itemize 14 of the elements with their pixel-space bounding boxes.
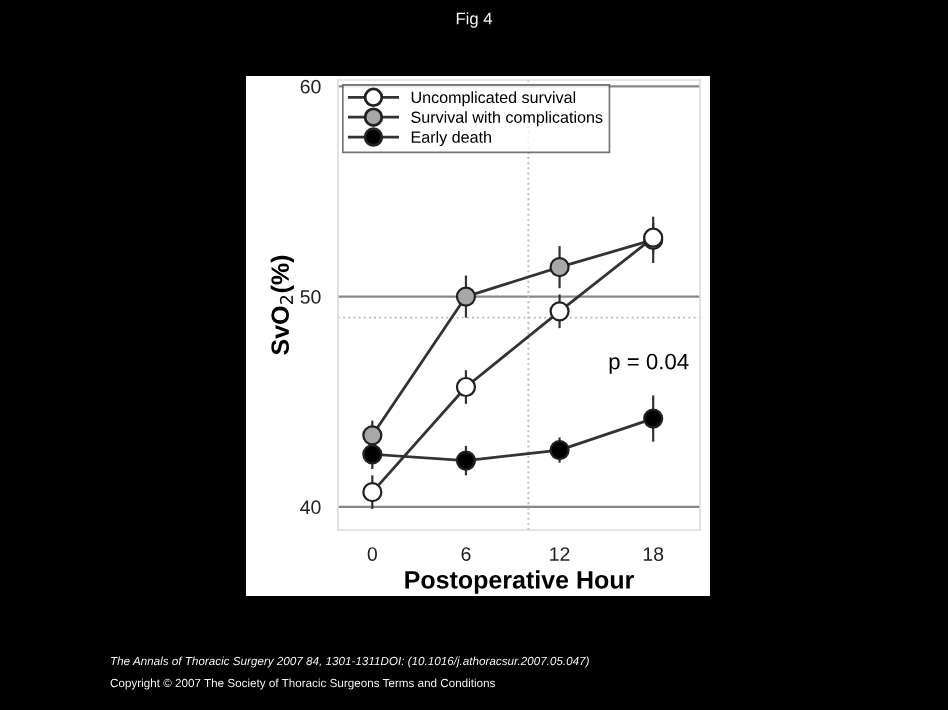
- x-tick-label: 12: [550, 547, 570, 561]
- x-axis-title: Postoperative Hour: [405, 570, 634, 594]
- x-tick-label: 0: [367, 547, 377, 561]
- legend-label: Early death: [411, 130, 491, 146]
- legend-label: Survival with complications: [411, 111, 603, 127]
- chart-title: Fig 4: [456, 12, 493, 28]
- annotation: p = 0.04: [609, 353, 689, 374]
- x-tick-label: 6: [461, 547, 471, 561]
- legend-label: Uncomplicated survival: [411, 91, 576, 107]
- x-tick-label: 18: [643, 547, 664, 561]
- y-tick-label: 60: [300, 79, 321, 94]
- y-axis-title: SvO$_{2}$(%): [270, 255, 294, 355]
- y-tick-label: 40: [300, 500, 321, 515]
- y-tick-label: 50: [300, 290, 321, 304]
